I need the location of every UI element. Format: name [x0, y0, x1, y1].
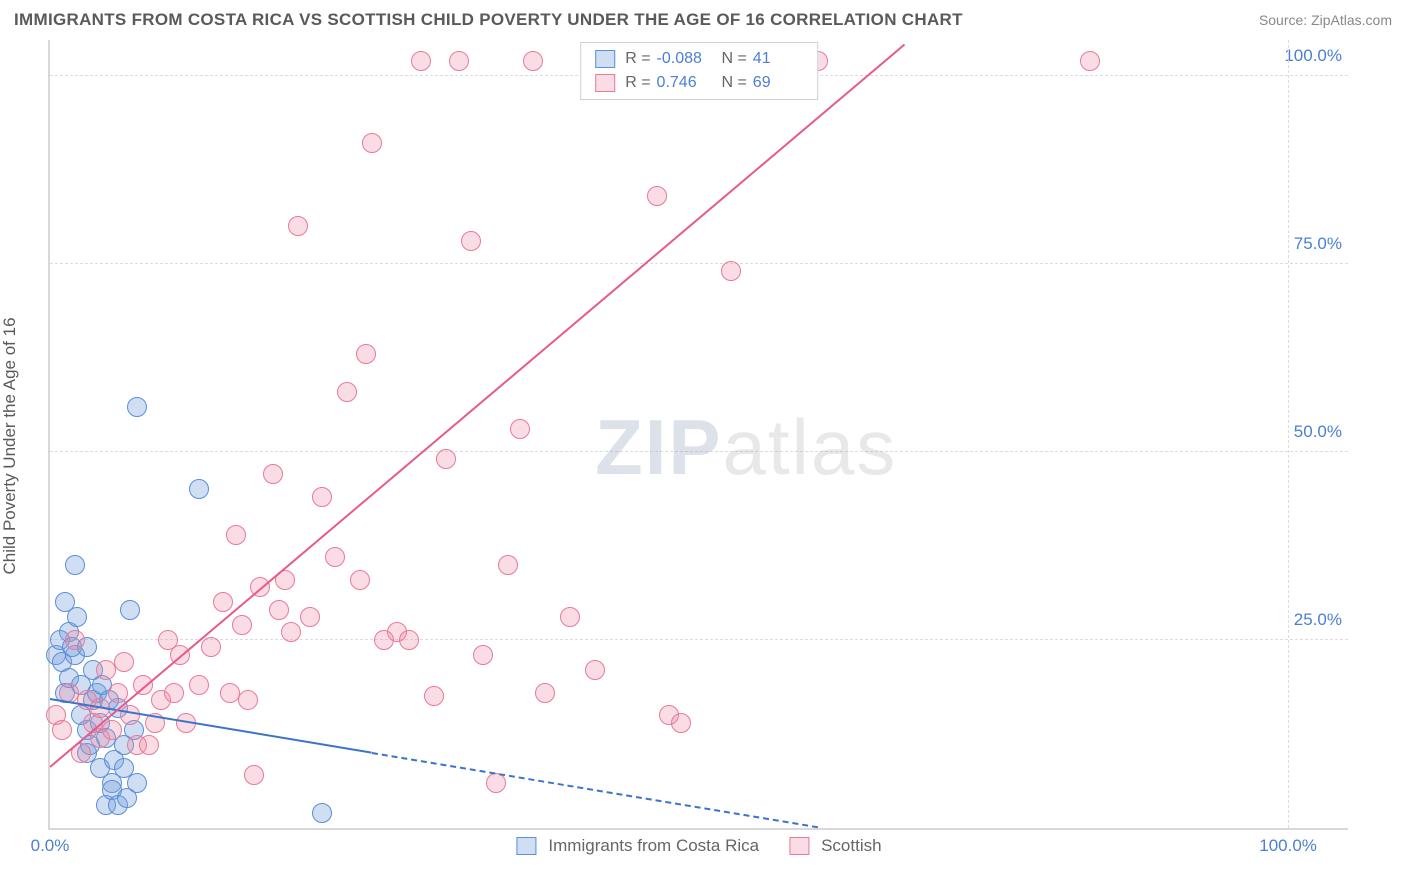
scatter-point — [108, 683, 128, 703]
legend-r-label: R = — [625, 47, 650, 71]
scatter-point — [213, 592, 233, 612]
legend-n-value: 41 — [753, 47, 803, 71]
scatter-point — [325, 547, 345, 567]
legend-r-value: 0.746 — [657, 71, 707, 95]
scatter-point — [139, 735, 159, 755]
trend-line — [372, 752, 818, 828]
chart-header: IMMIGRANTS FROM COSTA RICA VS SCOTTISH C… — [0, 0, 1406, 36]
gridline-horizontal — [50, 263, 1348, 264]
scatter-point — [424, 686, 444, 706]
scatter-point — [647, 186, 667, 206]
scatter-point — [114, 652, 134, 672]
chart-title: IMMIGRANTS FROM COSTA RICA VS SCOTTISH C… — [14, 10, 963, 30]
legend-series-item: Scottish — [789, 836, 881, 856]
scatter-point — [189, 479, 209, 499]
scatter-point — [232, 615, 252, 635]
scatter-point — [350, 570, 370, 590]
legend-series: Immigrants from Costa Rica Scottish — [516, 836, 881, 856]
chart-source: Source: ZipAtlas.com — [1259, 12, 1392, 28]
legend-n-value: 69 — [753, 71, 803, 95]
scatter-point — [721, 261, 741, 281]
scatter-point — [312, 803, 332, 823]
gridline-vertical — [1288, 40, 1289, 828]
scatter-point — [535, 683, 555, 703]
scatter-point — [362, 133, 382, 153]
scatter-point — [281, 622, 301, 642]
gridline-horizontal — [50, 451, 1348, 452]
scatter-point — [120, 600, 140, 620]
legend-n-label: N = — [713, 71, 747, 95]
scatter-point — [201, 637, 221, 657]
scatter-point — [269, 600, 289, 620]
scatter-point — [244, 765, 264, 785]
gridline-horizontal — [50, 639, 1348, 640]
scatter-point — [356, 344, 376, 364]
legend-swatch — [595, 50, 615, 68]
scatter-point — [189, 675, 209, 695]
scatter-point — [300, 607, 320, 627]
watermark: ZIPatlas — [595, 402, 897, 493]
legend-swatch — [595, 74, 615, 92]
y-tick-label: 25.0% — [1294, 610, 1342, 630]
scatter-point — [399, 630, 419, 650]
scatter-point — [671, 713, 691, 733]
legend-series-label: Scottish — [821, 836, 881, 856]
scatter-point — [263, 464, 283, 484]
scatter-point — [238, 690, 258, 710]
legend-series-label: Immigrants from Costa Rica — [548, 836, 759, 856]
scatter-point — [461, 231, 481, 251]
legend-stats: R = -0.088 N =41 R = 0.746 N =69 — [580, 42, 818, 100]
legend-swatch — [789, 837, 809, 855]
x-tick-label: 100.0% — [1259, 836, 1317, 856]
y-tick-label: 75.0% — [1294, 234, 1342, 254]
scatter-point — [449, 51, 469, 71]
scatter-point — [312, 487, 332, 507]
x-tick-label: 0.0% — [31, 836, 70, 856]
legend-series-item: Immigrants from Costa Rica — [516, 836, 759, 856]
scatter-point — [102, 720, 122, 740]
scatter-point — [288, 216, 308, 236]
scatter-point — [585, 660, 605, 680]
y-tick-label: 100.0% — [1284, 46, 1342, 66]
scatter-point — [55, 592, 75, 612]
scatter-point — [473, 645, 493, 665]
scatter-point — [96, 660, 116, 680]
scatter-point — [127, 397, 147, 417]
legend-stats-row: R = -0.088 N =41 — [595, 47, 803, 71]
legend-n-label: N = — [713, 47, 747, 71]
scatter-point — [226, 525, 246, 545]
legend-swatch — [516, 837, 536, 855]
scatter-point — [52, 720, 72, 740]
scatter-point — [510, 419, 530, 439]
scatter-point — [220, 683, 240, 703]
plot-area: 25.0%50.0%75.0%100.0%0.0%100.0%ZIPatlasR… — [48, 40, 1348, 830]
scatter-point — [120, 705, 140, 725]
scatter-point — [164, 683, 184, 703]
scatter-point — [523, 51, 543, 71]
legend-r-value: -0.088 — [657, 47, 707, 71]
legend-r-label: R = — [625, 71, 650, 95]
scatter-point — [1080, 51, 1100, 71]
scatter-point — [65, 630, 85, 650]
legend-stats-row: R = 0.746 N =69 — [595, 71, 803, 95]
y-tick-label: 50.0% — [1294, 422, 1342, 442]
scatter-point — [560, 607, 580, 627]
scatter-point — [498, 555, 518, 575]
scatter-point — [411, 51, 431, 71]
scatter-point — [65, 555, 85, 575]
scatter-point — [337, 382, 357, 402]
y-axis-label: Child Poverty Under the Age of 16 — [0, 317, 20, 574]
scatter-point — [117, 788, 137, 808]
scatter-point — [436, 449, 456, 469]
